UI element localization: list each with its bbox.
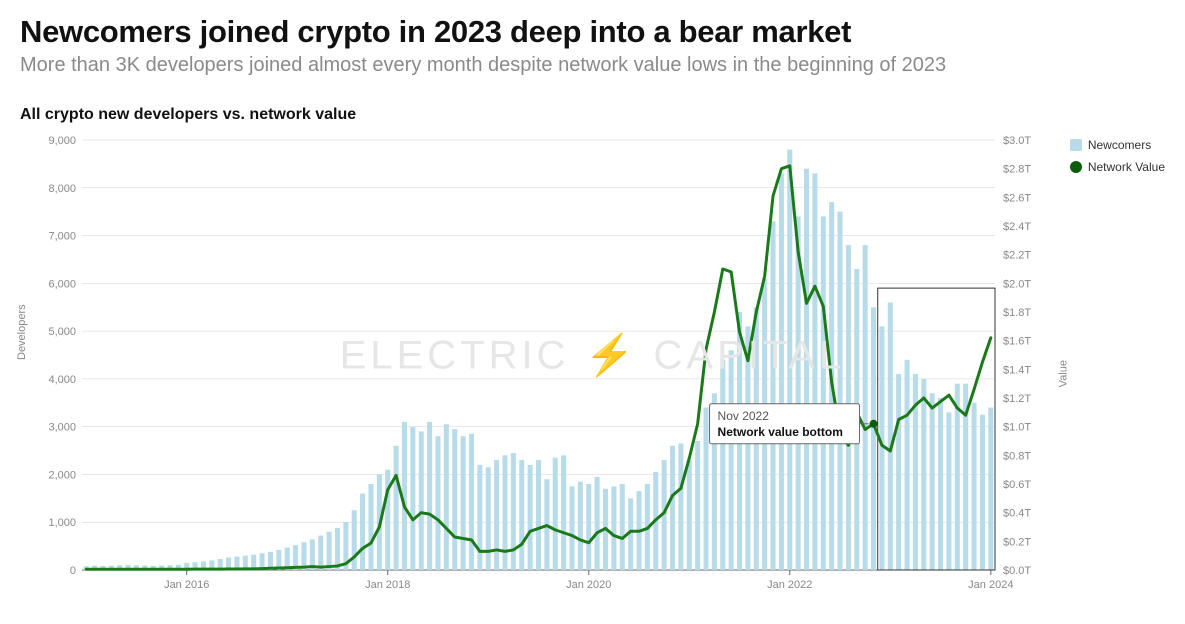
svg-text:$1.4T: $1.4T [1003,364,1031,376]
svg-text:Nov 2022: Nov 2022 [718,408,770,422]
chart-container: Developers 01,0002,0003,0004,0005,0006,0… [20,130,1165,600]
svg-text:$2.0T: $2.0T [1003,278,1031,290]
svg-text:Network value bottom: Network value bottom [718,424,843,438]
combo-chart: 0 1,000 2,000 3,000 4,000 5,000 6,000 7,000 8,00… [20,130,1165,600]
svg-text:Jan 2022: Jan 2022 [767,579,812,591]
svg-text:$0.8T: $0.8T [1003,450,1031,462]
svg-text:Jan 2016: Jan 2016 [164,579,209,591]
svg-text:$0.4T: $0.4T [1003,507,1031,519]
svg-text:9,000: 9,000 [48,135,76,147]
svg-text:Jan 2020: Jan 2020 [566,579,611,591]
svg-text:$1.8T: $1.8T [1003,307,1031,319]
svg-text:$1.6T: $1.6T [1003,335,1031,347]
svg-text:$1.2T: $1.2T [1003,393,1031,405]
svg-text:4,000: 4,000 [48,374,76,386]
svg-text:$3.0T: $3.0T [1003,135,1031,147]
y-axis-label-right: Value [1057,360,1069,387]
svg-text:Jan 2024: Jan 2024 [968,579,1013,591]
svg-text:5,000: 5,000 [48,326,76,338]
svg-text:$2.6T: $2.6T [1003,192,1031,204]
svg-text:$2.8T: $2.8T [1003,163,1031,175]
svg-text:2,000: 2,000 [48,469,76,481]
svg-text:$1.0T: $1.0T [1003,421,1031,433]
svg-text:$0.2T: $0.2T [1003,536,1031,548]
svg-text:Jan 2018: Jan 2018 [365,579,410,591]
page-subtitle: More than 3K developers joined almost ev… [20,52,1165,78]
page-title: Newcomers joined crypto in 2023 deep int… [20,14,1165,50]
svg-text:3,000: 3,000 [48,421,76,433]
legend-swatch-network-value [1070,161,1082,173]
svg-text:7,000: 7,000 [48,230,76,242]
legend-item-newcomers: Newcomers [1070,138,1165,152]
svg-text:$0.0T: $0.0T [1003,565,1031,577]
chart-subtitle: All crypto new developers vs. network va… [20,106,1165,124]
svg-text:$2.2T: $2.2T [1003,249,1031,261]
legend-label-network-value: Network Value [1088,160,1165,174]
legend-item-network-value: Network Value [1070,160,1165,174]
chart-legend: Newcomers Network Value [1070,138,1165,182]
svg-text:$0.6T: $0.6T [1003,479,1031,491]
svg-text:6,000: 6,000 [48,278,76,290]
svg-text:1,000: 1,000 [48,517,76,529]
y-axis-label-left: Developers [16,304,28,360]
svg-text:8,000: 8,000 [48,182,76,194]
svg-text:0: 0 [70,565,76,577]
svg-text:$2.4T: $2.4T [1003,221,1031,233]
legend-swatch-newcomers [1070,139,1082,151]
legend-label-newcomers: Newcomers [1088,138,1151,152]
